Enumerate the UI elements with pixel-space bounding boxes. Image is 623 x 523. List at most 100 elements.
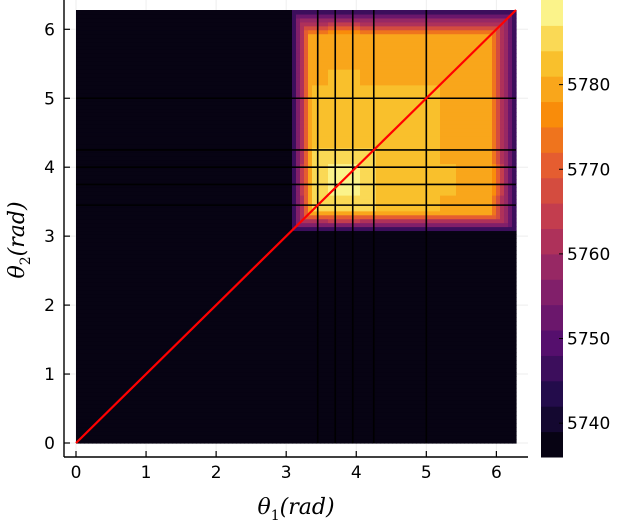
contour-cell — [104, 100, 109, 106]
contour-cell — [220, 65, 225, 70]
contour-cell — [108, 419, 113, 424]
contour-cell — [112, 124, 117, 129]
contour-cell — [240, 41, 245, 47]
contour-cell — [152, 155, 157, 161]
contour-cell — [212, 175, 217, 180]
contour-cell — [168, 376, 173, 381]
contour-cell — [132, 230, 137, 235]
contour-cell — [120, 376, 125, 381]
contour-cell — [244, 391, 249, 397]
contour-cell — [176, 108, 181, 113]
contour-cell — [120, 124, 125, 129]
contour-cell — [224, 383, 229, 389]
contour-cell — [120, 273, 125, 279]
contour-cell — [132, 344, 137, 350]
contour-cell — [192, 69, 197, 74]
contour-cell — [180, 151, 185, 157]
contour-cell — [220, 29, 225, 35]
contour-cell — [176, 289, 181, 295]
contour-cell — [244, 210, 249, 216]
contour-cell — [136, 195, 141, 200]
contour-cell — [80, 108, 85, 113]
contour-cell — [88, 368, 93, 373]
contour-cell — [144, 76, 149, 82]
contour-cell — [184, 305, 189, 310]
contour-cell — [168, 391, 173, 397]
contour-cell — [256, 439, 261, 444]
contour-cell — [80, 218, 85, 224]
contour-cell — [200, 356, 205, 361]
contour-cell — [116, 120, 121, 125]
contour-cell — [244, 25, 249, 31]
contour-cell — [176, 214, 181, 220]
contour-cell — [184, 195, 189, 200]
contour-cell — [232, 269, 237, 275]
contour-cell — [184, 183, 189, 188]
contour-cell — [84, 285, 89, 291]
contour-cell — [204, 328, 209, 334]
contour-cell — [84, 206, 89, 212]
contour-cell — [200, 439, 205, 444]
contour-cell — [160, 317, 165, 322]
contour-cell — [180, 198, 185, 204]
contour-cell — [128, 297, 133, 302]
contour-cell — [252, 175, 257, 180]
contour-cell — [120, 198, 125, 204]
contour-cell — [160, 17, 165, 23]
contour-cell — [124, 356, 129, 361]
contour-cell — [128, 92, 133, 98]
contour-cell — [140, 403, 145, 409]
contour-cell — [152, 332, 157, 338]
contour-cell — [140, 238, 145, 243]
contour-cell — [192, 155, 197, 161]
contour-cell — [100, 108, 105, 113]
contour-cell — [112, 151, 117, 157]
contour-cell — [220, 159, 225, 165]
contour-cell — [224, 128, 229, 133]
contour-cell — [196, 348, 201, 354]
contour-cell — [128, 254, 133, 259]
contour-cell — [164, 92, 169, 98]
contour-cell — [156, 179, 161, 184]
contour-cell — [140, 175, 145, 180]
contour-cell — [232, 17, 237, 23]
contour-cell — [124, 226, 129, 232]
contour-cell — [184, 171, 189, 176]
contour-cell — [196, 61, 201, 66]
contour-cell — [120, 383, 125, 389]
contour-cell — [176, 265, 181, 271]
contour-cell — [116, 69, 121, 74]
contour-cell — [200, 234, 205, 239]
contour-cell — [176, 332, 181, 338]
contour-cell — [220, 120, 225, 125]
contour-cell — [148, 332, 153, 338]
contour-cell — [208, 222, 213, 228]
contour-cell — [172, 301, 177, 306]
contour-cell — [224, 313, 229, 318]
contour-cell — [88, 309, 93, 314]
contour-cell — [96, 29, 101, 35]
contour-cell — [248, 435, 253, 440]
contour-cell — [176, 61, 181, 66]
contour-cell — [196, 246, 201, 251]
contour-cell — [140, 88, 145, 94]
contour-cell — [108, 344, 113, 350]
contour-cell — [216, 324, 221, 330]
contour-cell — [176, 423, 181, 428]
contour-cell — [140, 415, 145, 420]
contour-cell — [216, 198, 221, 204]
contour-cell — [80, 281, 85, 287]
contour-cell — [80, 336, 85, 342]
contour-cell — [176, 171, 181, 176]
contour-cell — [136, 179, 141, 184]
contour-cell — [104, 191, 109, 196]
contour-cell — [252, 273, 257, 279]
contour-cell — [180, 269, 185, 275]
contour-cell — [100, 183, 105, 188]
contour-cell — [160, 352, 165, 357]
contour-cell — [196, 108, 201, 113]
contour-cell — [232, 261, 237, 267]
contour-cell — [184, 143, 189, 149]
contour-cell — [180, 242, 185, 247]
contour-cell — [236, 92, 241, 98]
